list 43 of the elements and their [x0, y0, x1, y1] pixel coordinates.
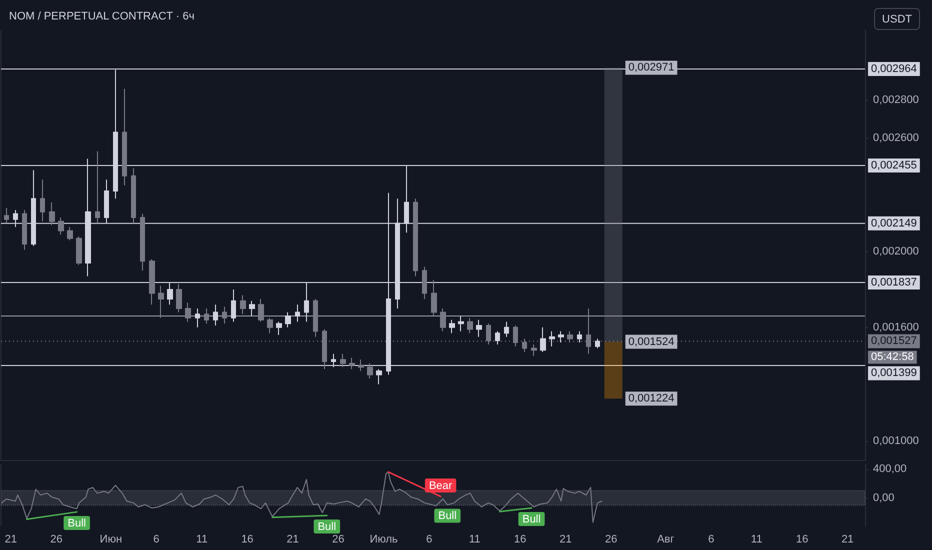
x-tick-label: 16	[241, 534, 254, 546]
ref-line-label: 0,001837	[871, 276, 917, 289]
ref-line-label: 0,001527	[871, 335, 917, 348]
ref-line-label: 0,002455	[871, 159, 917, 172]
y-tick-label: 0,001000	[873, 435, 919, 448]
annotation: 0,001224	[628, 392, 674, 405]
x-tick-label: 21	[286, 534, 299, 546]
ref-line-label: 0,002964	[871, 63, 917, 76]
x-tick-label: 26	[50, 534, 62, 546]
x-tick-label: 21	[4, 534, 17, 546]
y-axis-title: USDT	[882, 14, 912, 26]
y-tick-label: 0,002800	[873, 94, 919, 106]
annotation: Bull	[438, 510, 457, 522]
x-tick-label: 11	[468, 534, 480, 546]
x-tick-label: 16	[514, 534, 526, 546]
series-label: Bull	[522, 513, 541, 526]
x-tick-label: 11	[750, 534, 762, 546]
x-tick-label: Авг	[657, 534, 674, 546]
ref-line-label: 0,002149	[871, 217, 917, 230]
x-tick-label: 6	[426, 534, 432, 546]
x-tick-label: Июль	[370, 534, 398, 546]
text: 05:42:58	[871, 351, 914, 364]
y-tick-label: 0,00	[873, 492, 894, 504]
x-tick-label: 16	[796, 534, 808, 546]
x-tick-label: 6	[708, 534, 714, 546]
y-tick-label: 0,002600	[873, 132, 919, 144]
x-tick-label: 26	[604, 534, 618, 546]
series-label: Bull	[68, 517, 86, 530]
x-tick-label: 6	[153, 534, 160, 546]
y-tick-label: 0,002000	[873, 246, 919, 258]
ref-line-label: 0,001399	[871, 367, 917, 380]
x-tick-label: 26	[332, 534, 344, 546]
series-label: Bull	[318, 521, 336, 534]
x-tick-label: 21	[560, 534, 572, 546]
annotation: 0,002971	[628, 62, 674, 74]
annotation: 0,001524	[628, 336, 674, 348]
x-tick-label: Июн	[100, 534, 122, 546]
y-tick-label: 0,001600	[873, 321, 919, 334]
y-tick-label: 400,00	[873, 463, 907, 476]
x-tick-label: 21	[841, 534, 854, 546]
chart-title: NOM / PERPETUAL CONTRACT · 6ч	[9, 10, 194, 22]
series-label: Bear	[428, 480, 453, 492]
x-tick-label: 11	[196, 534, 208, 546]
